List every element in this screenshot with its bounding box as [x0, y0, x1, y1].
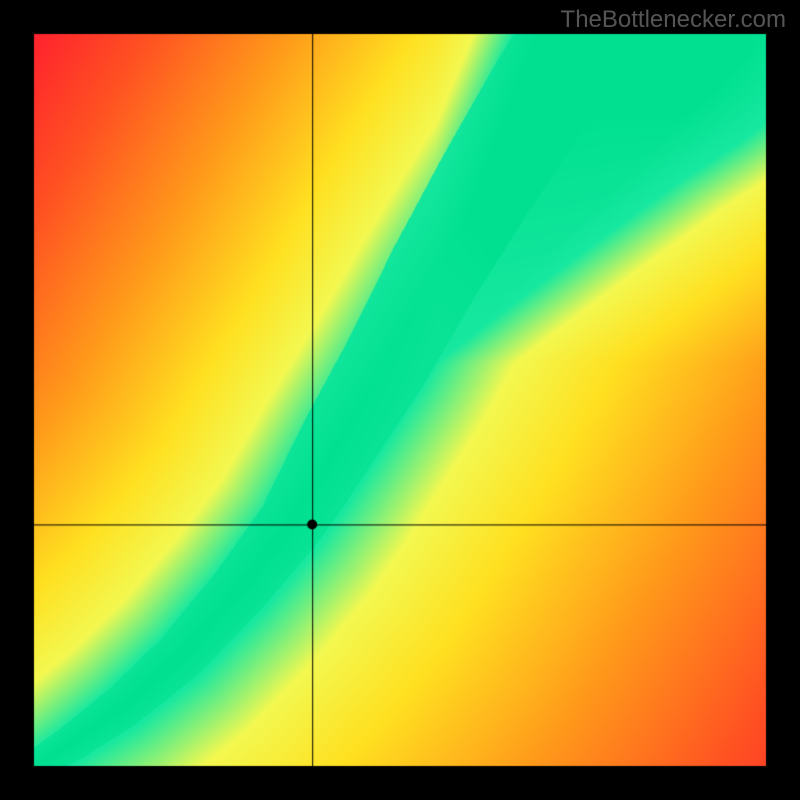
bottleneck-heatmap	[0, 0, 800, 800]
watermark-text: TheBottlenecker.com	[561, 6, 786, 34]
